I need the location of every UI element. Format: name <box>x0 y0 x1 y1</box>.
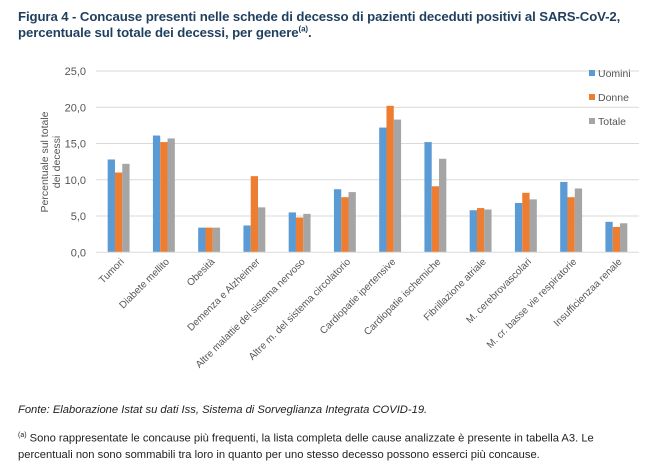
footnote: (a) Sono rappresentate le concause più f… <box>18 428 650 463</box>
bar-uomini <box>243 225 251 253</box>
bar-uomini <box>605 221 613 253</box>
bar-uomini <box>469 210 477 253</box>
bar-uomini <box>198 227 206 253</box>
title-footnote-marker: (a) <box>298 24 309 34</box>
x-tick-label: Tumori <box>97 257 127 287</box>
bar-uomini <box>288 212 296 253</box>
bar-donne <box>341 197 349 253</box>
bar-donne <box>522 192 530 253</box>
x-tick-label: Cardiopatie ipertensive <box>318 256 398 336</box>
legend-label-donne: Donne <box>598 92 629 104</box>
bar-donne <box>250 176 259 253</box>
bar-totale <box>258 207 266 253</box>
x-tick-label: Obesità <box>185 256 217 288</box>
bar-uomini <box>333 189 342 253</box>
bar-donne <box>567 197 575 253</box>
x-tick-label: Cardiopatie ischemiche <box>362 256 444 338</box>
y-tick-label: 25,0 <box>65 66 86 78</box>
footnote-marker: (a) <box>18 432 27 439</box>
bar-totale <box>620 223 628 253</box>
y-tick-label: 5,0 <box>71 211 86 223</box>
bar-donne <box>205 227 213 253</box>
bar-totale <box>167 138 175 253</box>
title-line-1: Figura 4 - Concause presenti nelle sched… <box>18 9 621 24</box>
title-line-2: percentuale sul totale dei decessi, per … <box>18 25 299 40</box>
bar-totale <box>303 213 311 253</box>
bar-totale <box>393 119 402 253</box>
bar-uomini <box>152 135 161 253</box>
bars <box>107 105 628 253</box>
y-tick-label: 10,0 <box>65 175 86 187</box>
bar-totale <box>439 158 447 253</box>
footnote-text: Sono rappresentate le concause più frequ… <box>18 432 594 461</box>
y-axis-label-line-1: Percentuale sul totale <box>39 111 51 212</box>
y-axis-ticks: 0,0 5,0 10,0 15,0 20,0 25,0 <box>65 66 86 259</box>
bar-totale <box>348 192 356 253</box>
bar-donne <box>476 208 485 253</box>
bar-uomini <box>379 127 387 253</box>
bar-totale <box>484 209 492 253</box>
bar-uomini <box>107 159 115 253</box>
bar-totale <box>122 163 130 253</box>
legend-swatch-donne <box>589 94 595 100</box>
y-tick-label: 20,0 <box>65 102 86 114</box>
legend-swatch-totale <box>589 118 595 124</box>
bar-donne <box>431 186 440 253</box>
x-tick-label: M. cr. basse vie respiratorie <box>485 256 580 351</box>
legend-label-uomini: Uomini <box>598 68 631 80</box>
bar-donne <box>386 105 394 253</box>
bar-uomini <box>514 202 523 253</box>
bar-totale <box>212 227 221 253</box>
y-axis-label-line-2: dei decessi <box>51 136 63 189</box>
source-text: Fonte: Elaborazione Istat su dati Iss, S… <box>18 404 428 416</box>
bar-totale <box>574 188 583 253</box>
y-tick-label: 15,0 <box>65 139 86 151</box>
y-tick-label: 0,0 <box>71 247 86 259</box>
legend: Uomini Donne Totale <box>589 68 631 128</box>
gridlines <box>96 70 639 217</box>
legend-swatch-uomini <box>589 70 595 76</box>
bar-chart: 0,0 5,0 10,0 15,0 20,0 25,0 Percentuale sul t… <box>39 66 639 371</box>
bar-donne <box>114 172 123 253</box>
bar-donne <box>295 217 304 253</box>
title-end: . <box>308 25 312 40</box>
bar-uomini <box>560 181 568 253</box>
bar-donne <box>612 226 621 253</box>
figure-title: Figura 4 - Concause presenti nelle sched… <box>18 9 658 41</box>
legend-label-totale: Totale <box>598 116 626 128</box>
bar-totale <box>529 199 537 253</box>
bar-uomini <box>424 142 432 253</box>
bar-donne <box>160 142 168 253</box>
